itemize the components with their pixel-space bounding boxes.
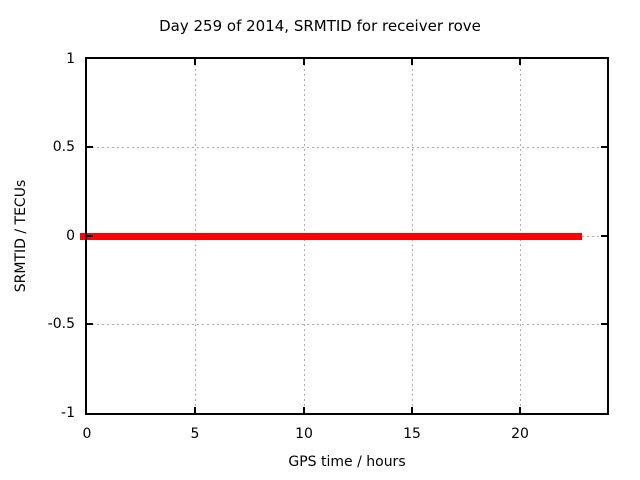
tick-mark xyxy=(601,323,607,325)
tick-mark xyxy=(519,59,521,65)
tick-mark xyxy=(601,235,607,237)
y-tick-label: 0.5 xyxy=(52,139,75,155)
tick-mark xyxy=(194,407,196,413)
tick-mark xyxy=(303,407,305,413)
y-tick-label: 1 xyxy=(66,51,75,67)
y-tick-label: -0.5 xyxy=(47,316,75,332)
x-axis-label: GPS time / hours xyxy=(288,454,406,470)
y-tick-label: -1 xyxy=(61,405,75,421)
y-tick-label: 0 xyxy=(66,228,75,244)
x-tick-label: 15 xyxy=(403,426,421,442)
tick-mark xyxy=(601,146,607,148)
tick-mark xyxy=(411,59,413,65)
tick-mark xyxy=(87,235,93,237)
x-tick-label: 0 xyxy=(82,426,92,442)
tick-mark xyxy=(194,59,196,65)
x-tick-label: 5 xyxy=(190,426,200,442)
gridline-horizontal xyxy=(87,324,607,325)
x-tick-label: 20 xyxy=(511,426,529,442)
x-tick-label: 10 xyxy=(295,426,313,442)
plot-area xyxy=(80,57,609,415)
chart-title: Day 259 of 2014, SRMTID for receiver rov… xyxy=(159,17,481,35)
tick-mark xyxy=(519,407,521,413)
gridline-horizontal xyxy=(87,147,607,148)
tick-mark xyxy=(87,323,93,325)
tick-mark xyxy=(87,146,93,148)
tick-mark xyxy=(411,407,413,413)
data-line-srmtid xyxy=(80,233,582,240)
tick-mark xyxy=(303,59,305,65)
